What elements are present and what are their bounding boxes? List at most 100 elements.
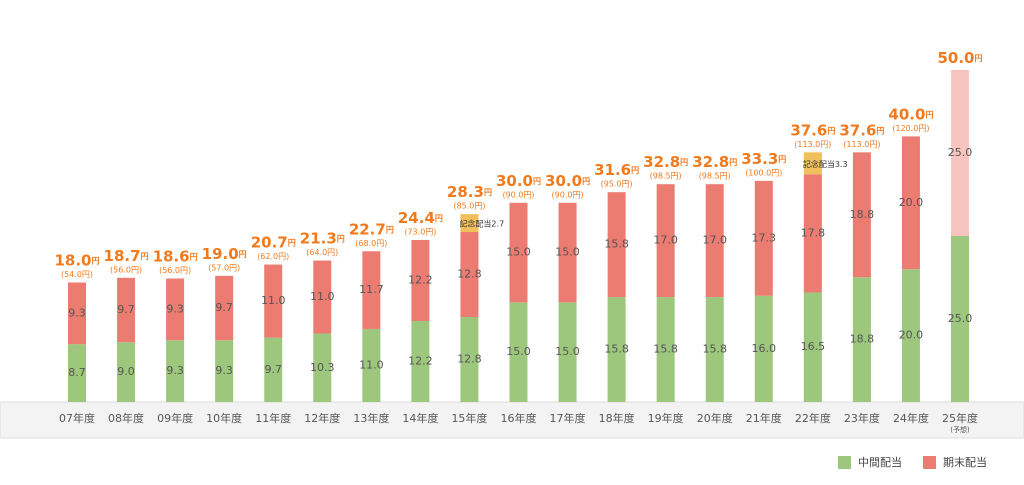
total-label: 33.3円 bbox=[741, 149, 786, 167]
total-value: 18.6 bbox=[153, 247, 190, 265]
total-value: 40.0 bbox=[888, 105, 925, 123]
total-label: 22.7円 bbox=[349, 220, 394, 238]
x-tick-label: 19年度 bbox=[648, 411, 684, 425]
segment-label: 18.8 bbox=[850, 333, 875, 346]
bar-segment bbox=[68, 282, 86, 345]
segment-label: 15.8 bbox=[702, 343, 727, 356]
bar-segment bbox=[313, 333, 332, 402]
bar-segment bbox=[656, 184, 675, 298]
bar-segment bbox=[411, 239, 430, 321]
segment-label: 17.3 bbox=[752, 231, 777, 244]
total-value: 18.7 bbox=[104, 246, 141, 264]
segment-label: 15.8 bbox=[604, 238, 629, 251]
segment-label: 9.7 bbox=[264, 363, 282, 376]
segment-label: 16.0 bbox=[752, 342, 777, 355]
segment-label: 15.8 bbox=[604, 343, 629, 356]
bar-segment bbox=[362, 328, 381, 402]
pre-split-label: (100.0円) bbox=[745, 168, 782, 177]
bar-segment bbox=[754, 180, 773, 296]
total-unit: 円 bbox=[827, 126, 835, 135]
total-value: 32.8 bbox=[643, 153, 680, 171]
total-label: 30.0円 bbox=[496, 171, 541, 189]
total-value: 30.0 bbox=[496, 171, 533, 189]
x-tick-label: 22年度 bbox=[795, 411, 831, 425]
total-unit: 円 bbox=[484, 188, 492, 197]
segment-label: 9.7 bbox=[117, 303, 135, 316]
bar-segment bbox=[705, 184, 724, 298]
legend-swatch bbox=[923, 456, 936, 469]
pre-split-label: (56.0円) bbox=[159, 266, 191, 275]
total-label: 31.6円 bbox=[594, 161, 639, 179]
segment-label: 15.0 bbox=[506, 345, 531, 358]
segment-label: 15.0 bbox=[506, 246, 531, 259]
x-tick-label: 07年度 bbox=[59, 411, 95, 425]
commemorative-label: 記念配当2.7 bbox=[459, 219, 504, 229]
segment-label: 16.5 bbox=[801, 340, 826, 353]
segment-label: 9.3 bbox=[166, 364, 184, 377]
segment-label: 11.0 bbox=[310, 290, 335, 303]
total-unit: 円 bbox=[386, 225, 394, 234]
x-tick-label: 15年度 bbox=[451, 411, 487, 425]
bar-segment bbox=[117, 277, 136, 343]
pre-split-label: (57.0円) bbox=[208, 263, 240, 272]
total-value: 31.6 bbox=[594, 161, 631, 179]
segment-label: 8.7 bbox=[68, 366, 86, 379]
pre-split-label: (68.0円) bbox=[355, 239, 387, 248]
bar-segment bbox=[901, 269, 920, 402]
segment-label: 12.2 bbox=[408, 273, 433, 286]
segment-label: 25.0 bbox=[948, 146, 973, 159]
total-unit: 円 bbox=[239, 249, 247, 258]
segment-label: 9.7 bbox=[215, 301, 233, 314]
segment-label: 15.8 bbox=[653, 343, 678, 356]
total-label: 40.0円 bbox=[888, 105, 933, 123]
total-label: 24.4円 bbox=[398, 208, 443, 226]
x-tick-label: 18年度 bbox=[599, 411, 635, 425]
segment-label: 10.3 bbox=[310, 361, 335, 374]
commemorative-segment bbox=[803, 152, 822, 175]
total-label: 32.8円 bbox=[643, 153, 688, 171]
total-value: 22.7 bbox=[349, 220, 386, 238]
bar-segment bbox=[264, 337, 283, 402]
bar-segment bbox=[215, 275, 234, 341]
segment-label: 11.0 bbox=[261, 294, 286, 307]
total-label: 32.8円 bbox=[692, 153, 737, 171]
total-value: 18.0 bbox=[54, 251, 91, 269]
segment-label: 12.8 bbox=[457, 353, 482, 366]
bar-segment bbox=[656, 297, 675, 402]
x-tick-label: 12年度 bbox=[304, 411, 340, 425]
total-unit: 円 bbox=[729, 158, 737, 167]
total-unit: 円 bbox=[582, 176, 590, 185]
total-label: 28.3円 bbox=[447, 183, 492, 201]
bar-segment bbox=[411, 320, 430, 402]
total-value: 28.3 bbox=[447, 183, 484, 201]
total-value: 24.4 bbox=[398, 208, 435, 226]
bar-segment bbox=[607, 297, 626, 402]
segment-label: 15.0 bbox=[555, 246, 580, 259]
bar-segment bbox=[509, 302, 528, 402]
total-unit: 円 bbox=[680, 158, 688, 167]
x-tick-label: 08年度 bbox=[108, 411, 144, 425]
segment-label: 15.0 bbox=[555, 345, 580, 358]
segment-label: 17.0 bbox=[653, 234, 678, 247]
legend-label: 期末配当 bbox=[943, 455, 987, 469]
x-tick-label: 10年度 bbox=[206, 411, 242, 425]
total-value: 50.0 bbox=[937, 49, 974, 67]
total-unit: 円 bbox=[925, 110, 933, 119]
commemorative-segment bbox=[460, 214, 479, 233]
total-label: 20.7円 bbox=[251, 233, 296, 251]
x-tick-label: 25年度 bbox=[942, 411, 978, 425]
total-unit: 円 bbox=[337, 234, 345, 243]
bar-segment bbox=[313, 260, 332, 334]
bar-segment bbox=[754, 295, 773, 402]
segment-label: 17.8 bbox=[801, 226, 826, 239]
bar-segment bbox=[901, 136, 920, 270]
bar-segment bbox=[852, 277, 871, 402]
x-tick-label: 16年度 bbox=[501, 411, 537, 425]
bar-segment bbox=[166, 278, 185, 341]
pre-split-label: (98.5円) bbox=[699, 172, 731, 181]
bar-segment bbox=[215, 340, 234, 402]
bar-segment bbox=[951, 236, 969, 402]
total-label: 37.6円 bbox=[790, 121, 835, 139]
x-tick-label: 21年度 bbox=[746, 411, 782, 425]
